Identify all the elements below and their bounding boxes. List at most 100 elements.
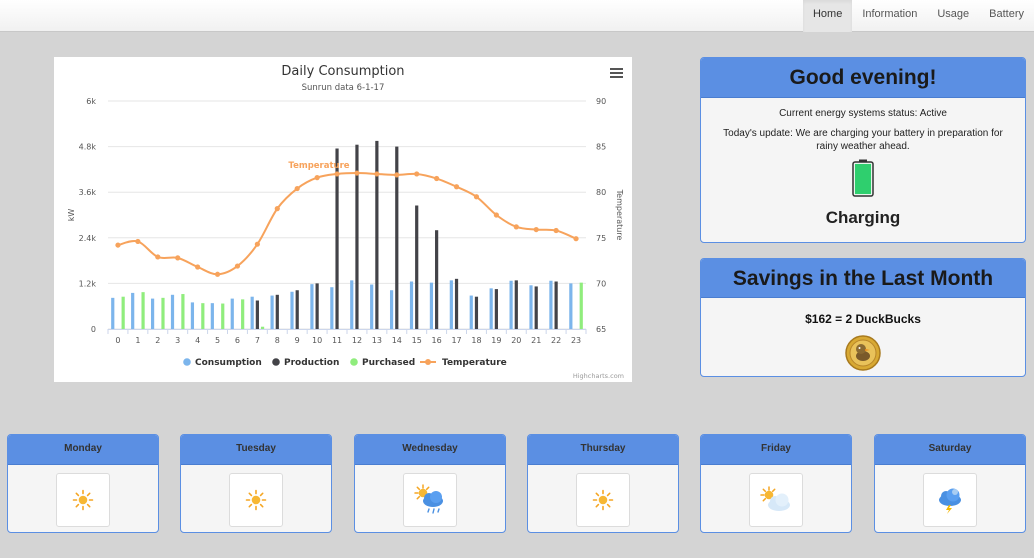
bar-production: [435, 230, 439, 329]
bar-consumption: [150, 298, 155, 329]
nav-home[interactable]: Home: [802, 0, 853, 32]
bar-production: [355, 144, 359, 329]
forecast-day-label: Friday: [701, 435, 851, 465]
x-tick-label: 8: [275, 336, 280, 345]
temperature-point: [374, 171, 380, 177]
legend-label: Purchased: [362, 358, 415, 368]
bar-consumption: [111, 297, 115, 329]
chart-subtitle: Sunrun data 6-1-17: [302, 83, 385, 93]
forecast-card-thursday: Thursday: [527, 434, 679, 533]
temperature-point: [214, 271, 221, 277]
temperature-point: [115, 242, 121, 248]
forecast-card-friday: Friday: [700, 434, 852, 533]
temperature-point: [354, 170, 360, 176]
x-tick-label: 18: [471, 336, 481, 345]
system-status-text: Current energy systems status: Active: [779, 108, 947, 119]
y-tick-label: 3.6k: [79, 188, 97, 197]
x-tick-label: 2: [155, 336, 160, 345]
temperature-line: [117, 172, 577, 276]
bar-consumption: [549, 280, 553, 329]
bar-production: [255, 300, 259, 329]
temperature-point: [473, 194, 480, 200]
navbar: Home Information Usage Battery: [0, 0, 1034, 32]
bar-consumption: [350, 280, 354, 329]
savings-amount: $162 = 2 DuckBucks: [805, 312, 921, 326]
y2-tick-label: 90: [596, 97, 606, 106]
temperature-point: [234, 263, 241, 269]
thunderstorm-icon: [939, 488, 961, 514]
legend-label: Consumption: [195, 358, 262, 368]
x-tick-label: 1: [135, 336, 140, 345]
nav-information[interactable]: Information: [862, 8, 918, 20]
x-tick-label: 3: [175, 336, 180, 345]
x-tick-label: 23: [571, 336, 581, 345]
x-tick-label: 22: [551, 336, 561, 345]
greeting-title: Good evening!: [701, 58, 1025, 98]
bar-purchased: [201, 303, 205, 329]
y-axis-title: kW: [67, 209, 76, 222]
battery-charging-icon: [852, 159, 874, 197]
nav-menu: Home Information Usage Battery: [802, 0, 1034, 32]
daily-consumption-chart: Daily Consumption Sunrun data 6-1-17 Tem…: [54, 57, 632, 382]
forecast-day-label: Saturday: [875, 435, 1025, 465]
nav-battery[interactable]: Battery: [989, 8, 1024, 20]
battery-state-label: Charging: [825, 208, 901, 227]
y2-axis-title: Temperature: [615, 189, 624, 241]
bar-consumption: [469, 295, 473, 329]
bar-purchased: [161, 297, 165, 329]
y2-tick-label: 80: [596, 188, 606, 197]
legend-item-consumption[interactable]: Consumption: [183, 358, 262, 368]
bar-purchased: [241, 299, 245, 329]
temperature-point: [513, 224, 519, 230]
bar-consumption: [270, 295, 274, 329]
legend-marker: [183, 358, 191, 366]
temperature-point: [394, 172, 400, 178]
bar-consumption: [389, 290, 394, 329]
y2-tick-label: 70: [596, 279, 606, 288]
legend-marker: [350, 358, 358, 366]
daily-update-text: Today's update: We are charging your bat…: [723, 128, 1003, 152]
temperature-point: [135, 238, 141, 245]
bar-purchased: [221, 303, 225, 329]
temperature-point: [294, 185, 300, 192]
bar-purchased: [579, 282, 583, 329]
bar-consumption: [310, 284, 314, 329]
temperature-point: [414, 171, 420, 177]
bar-production: [494, 289, 498, 329]
bar-consumption: [330, 287, 334, 329]
hamburger-menu-icon[interactable]: [610, 68, 623, 78]
bar-consumption: [250, 296, 254, 329]
bar-consumption: [429, 282, 434, 329]
legend-label: Temperature: [442, 358, 507, 368]
nav-usage[interactable]: Usage: [937, 8, 970, 20]
weather-icon-box: [576, 473, 630, 527]
bar-production: [514, 280, 518, 329]
bar-purchased: [121, 296, 125, 329]
y-tick-label: 0: [91, 325, 96, 334]
y-tick-label: 2.4k: [79, 234, 97, 243]
partly-cloudy-icon: [760, 486, 790, 511]
bar-purchased: [141, 292, 145, 329]
legend-label: Production: [284, 358, 339, 368]
temperature-point: [533, 226, 539, 233]
bar-consumption: [370, 284, 374, 329]
forecast-card-wednesday: Wednesday: [354, 434, 506, 533]
bar-consumption: [170, 294, 175, 329]
legend-item-temperature[interactable]: Temperature: [420, 358, 507, 368]
legend-item-production[interactable]: Production: [272, 358, 339, 368]
weather-icon-box: [749, 473, 803, 527]
weather-icon-box: [923, 473, 977, 527]
chart-title: Daily Consumption: [281, 64, 404, 79]
x-tick-label: 4: [195, 336, 200, 345]
x-tick-label: 11: [332, 336, 342, 345]
bar-consumption: [131, 292, 135, 329]
bar-consumption: [409, 281, 414, 329]
legend-item-purchased[interactable]: Purchased: [350, 358, 415, 368]
chart-credits[interactable]: Highcharts.com: [573, 372, 624, 380]
bar-production: [474, 296, 479, 329]
bar-production: [554, 281, 558, 329]
x-tick-label: 14: [392, 336, 402, 345]
bar-consumption: [210, 303, 214, 329]
sun-icon: [245, 489, 267, 511]
weather-icon-box: [56, 473, 110, 527]
